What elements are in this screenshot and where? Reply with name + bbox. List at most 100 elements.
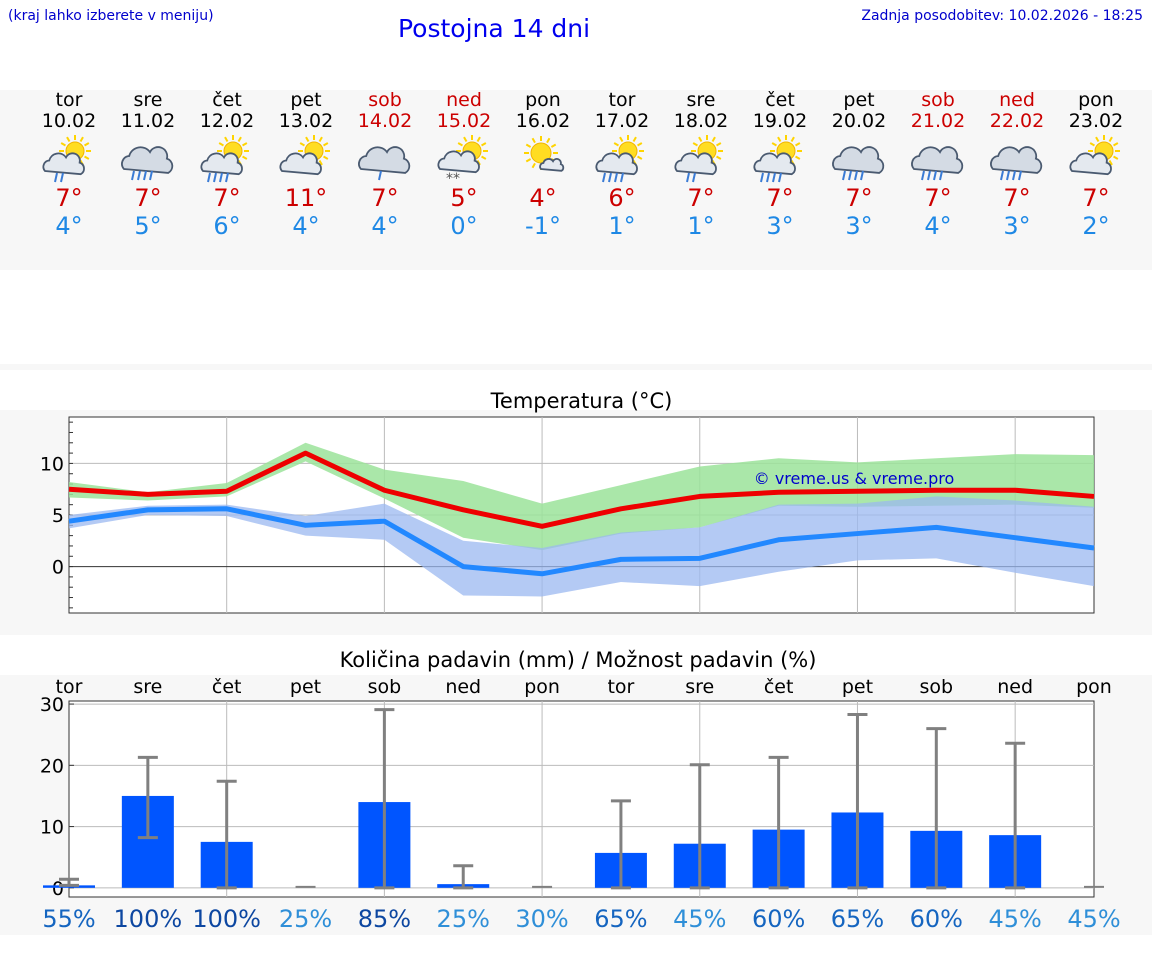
day-name: pon [525,89,561,111]
cloud-shape [832,146,885,174]
x-tick-label: sob [368,676,402,698]
sun-ray [716,142,722,147]
day-name: sob [921,89,955,111]
day-name: čet [212,89,242,111]
min-temp: 3° [1003,212,1031,240]
max-temp: 7° [687,184,715,212]
sun-ray [637,155,643,160]
day-name: ned [999,89,1035,111]
precip-probability: 25% [279,905,332,933]
sun-ray [84,155,90,160]
rain-drop [137,170,141,181]
sun-ray [242,155,248,160]
cloud-rain-icon [358,146,411,181]
y-tick-label: 0 [52,557,64,579]
icon-glyph [358,146,411,181]
rain-drop [692,172,696,183]
day-column: tor 10.02 7° 4° [30,90,109,240]
sun-ray [790,136,795,142]
max-temp: 7° [845,184,873,212]
max-temp: 6° [608,184,636,212]
max-temp: 11° [284,184,328,212]
icon-glyph [753,135,802,183]
separator [0,364,1152,370]
icon-glyph [595,135,644,183]
cloud-shape [595,152,638,176]
day-date: 19.02 [752,110,808,132]
sun-ray [795,155,801,160]
icon-glyph [200,135,249,183]
precip-probability: 45% [673,905,726,933]
min-line [68,506,1095,577]
day-column: sre 18.02 7° 1° [662,90,741,240]
sun-cloud-heavy-rain-icon [595,135,644,183]
rain-drop [225,172,229,183]
day-name: ned [446,89,482,111]
max-line [68,450,1095,529]
day-name: tor [608,89,636,111]
icon-glyph [121,146,174,181]
sun-ray [777,136,782,142]
min-temp: 2° [1082,212,1110,240]
precip-probability: 45% [988,905,1041,933]
max-temp: 7° [134,184,162,212]
sun-ray [476,136,481,142]
max-temp: 5° [450,184,478,212]
sun-ray [323,155,329,160]
rain-drop [60,172,64,183]
sun-ray [60,142,66,147]
cloud-shape [911,146,964,174]
rain-drop [602,172,606,183]
rain-drop [1006,170,1010,181]
max-temp: 7° [213,184,241,212]
precip-probability: 30% [515,905,568,933]
rain-drop [933,170,937,181]
day-date: 23.02 [1068,110,1124,132]
day-date: 15.02 [436,110,492,132]
sun-ray [318,160,323,166]
precip-probability: 25% [437,905,490,933]
page-title: Postojna 14 dni [398,14,591,43]
max-temp: 7° [1003,184,1031,212]
sun-cloud-snow-icon: ** [437,135,488,183]
sun-ray [525,143,532,148]
sun-ray [1113,142,1119,147]
rain-drop [772,172,776,183]
rain-drop [608,172,612,183]
rain-drop [1018,170,1022,181]
sun-ray [698,136,703,142]
rain-drop [860,170,864,181]
rain-drop [1012,170,1016,181]
day-column: pet 13.02 11° 4° [267,90,346,240]
y-tick-label: 10 [40,817,64,839]
rain-drop [842,170,846,181]
day-name: čet [765,89,795,111]
day-date: 11.02 [120,110,176,132]
day-date: 21.02 [910,110,966,132]
cloud-shape [437,150,480,174]
x-tick-label: sre [133,676,162,698]
min-temp: 4° [924,212,952,240]
x-tick-label: sob [920,676,954,698]
cloud-heavy-rain-icon [121,146,174,181]
sun-cloud-heavy-rain-icon [200,135,249,183]
sun-ray [323,142,329,147]
day-name: pon [1078,89,1114,111]
day-column: pet 20.02 7° 3° [820,90,899,240]
day-date: 10.02 [41,110,97,132]
precip-probability: 55% [42,905,95,933]
x-tick-label: čet [212,676,242,698]
precip-probability: 65% [594,905,647,933]
rain-drop [848,170,852,181]
x-tick-label: ned [997,676,1033,698]
location-hint: (kraj lahko izberete v meniju) [8,8,214,24]
day-name: tor [55,89,83,111]
sun-ray [525,158,532,163]
y-tick-label: 10 [40,453,64,475]
day-name: pet [843,89,875,111]
icon-glyph [524,136,565,172]
max-temp: 7° [924,184,952,212]
icon-glyph [911,146,964,181]
sun-ray [242,142,248,147]
y-tick-label: 20 [40,755,64,777]
